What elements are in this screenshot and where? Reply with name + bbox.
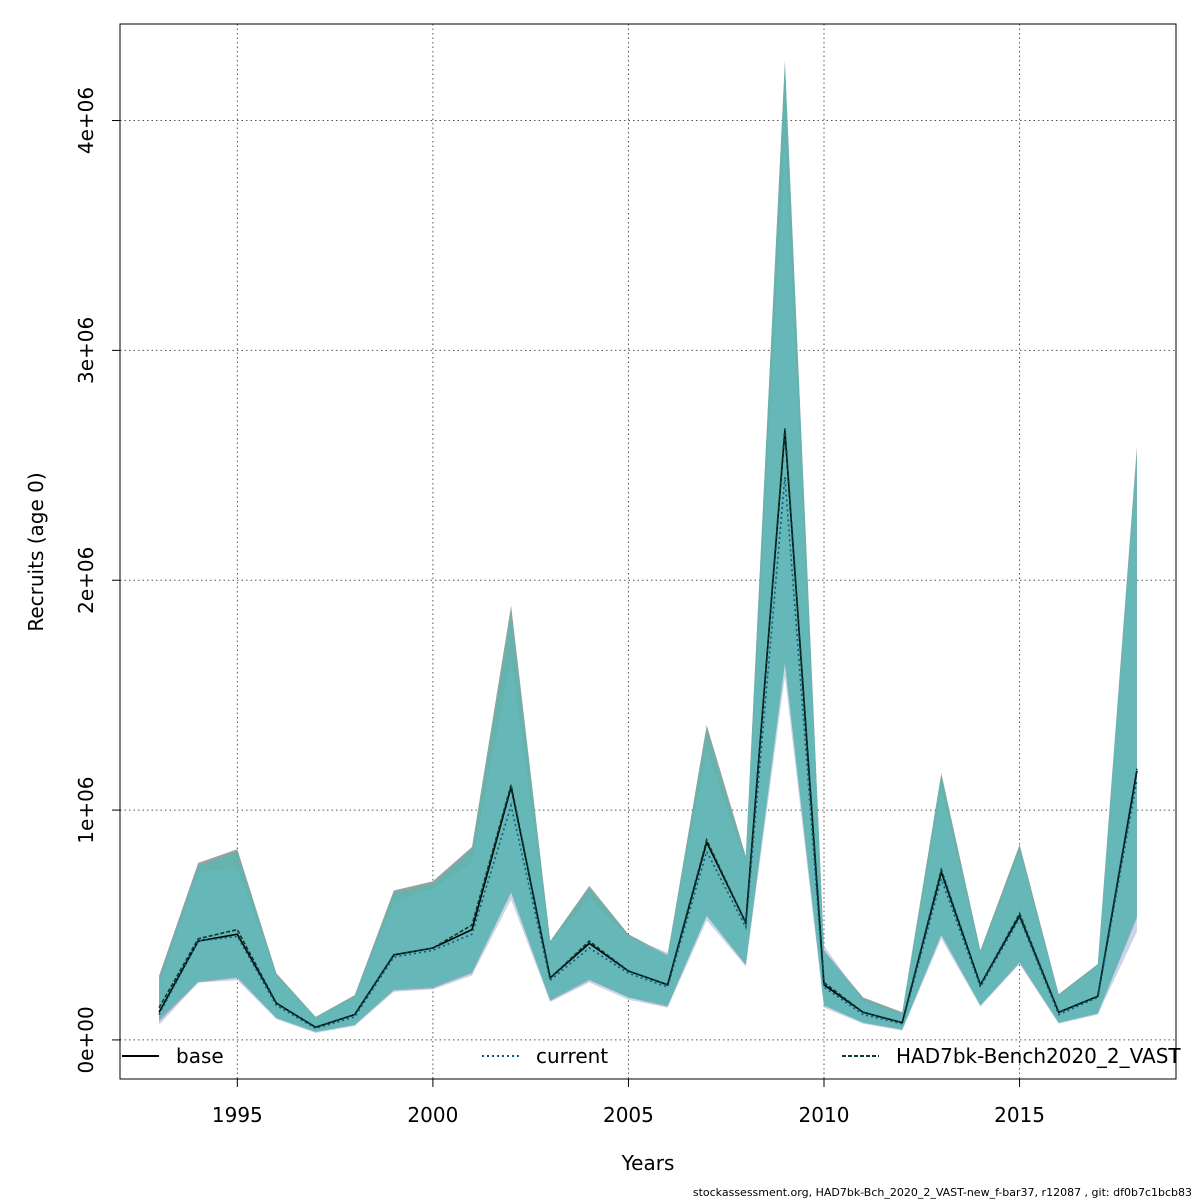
y-tick-label: 0e+00: [74, 1006, 98, 1073]
series-lines: [158, 428, 1138, 1030]
x-tick-label: 2000: [407, 1103, 458, 1127]
y-tick-label: 3e+06: [74, 317, 98, 384]
legend-label: HAD7bk-Bench2020_2_VAST: [896, 1044, 1181, 1068]
series-line-had7bk-bench2020-2-vast: [158, 428, 1138, 1029]
legend-label: base: [176, 1044, 224, 1068]
y-tick-label: 4e+06: [74, 87, 98, 154]
y-axis-title: Recruits (age 0): [24, 472, 48, 631]
x-tick-label: 2015: [994, 1103, 1045, 1127]
x-tick-label: 2005: [603, 1103, 654, 1127]
confidence-band-had7bk-bench2020-2-vast: [159, 63, 1137, 1032]
grid: [120, 24, 1176, 1079]
confidence-bands: [159, 60, 1137, 1033]
legend: base current HAD7bk-Bench2020_2_VAST: [122, 1044, 1181, 1068]
x-tick-label: 2010: [799, 1103, 850, 1127]
x-axis-title: Years: [621, 1151, 675, 1175]
x-axis: 1995 2000 2005 2010 2015: [212, 1079, 1045, 1127]
y-tick-label: 2e+06: [74, 547, 98, 614]
y-axis: 0e+00 1e+06 2e+06 3e+06 4e+06: [74, 87, 120, 1074]
legend-label: current: [536, 1044, 608, 1068]
y-tick-label: 1e+06: [74, 776, 98, 843]
x-tick-label: 1995: [212, 1103, 263, 1127]
footer-credit: stockassessment.org, HAD7bk-Bch_2020_2_V…: [693, 1186, 1192, 1199]
plot-frame: [119, 23, 1177, 1080]
